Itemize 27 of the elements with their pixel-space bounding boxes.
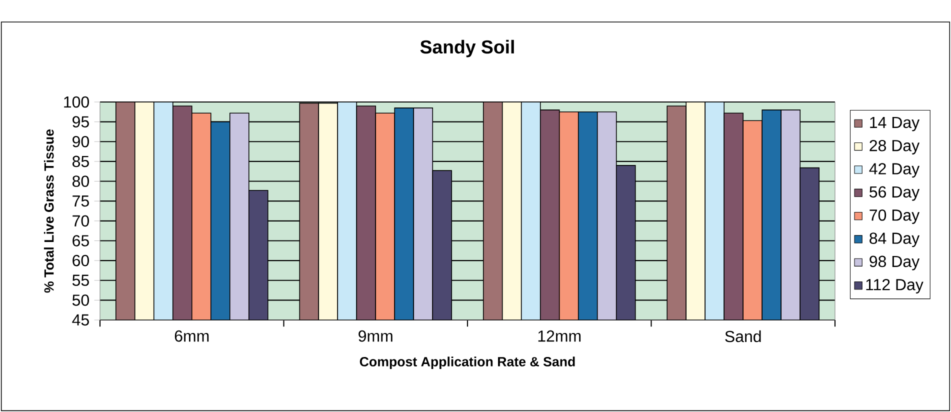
legend-label: 56 Day xyxy=(870,186,920,201)
legend-label: 28 Day xyxy=(870,140,920,154)
y-tick-label: 75 xyxy=(72,196,89,207)
legend-label: 42 Day xyxy=(869,163,920,178)
y-tick-label: 55 xyxy=(72,274,89,286)
y-tick-label: 90 xyxy=(72,136,89,148)
y-tick-label: 45 xyxy=(72,314,89,326)
legend-label: 70 Day xyxy=(870,209,920,224)
y-tick-label: 80 xyxy=(72,176,89,187)
x-tick-label: 9mm xyxy=(358,330,392,342)
y-tick-label: 85 xyxy=(72,156,89,168)
x-tick-label: 6mm xyxy=(174,330,209,342)
x-axis-title: Compost Application Rate & Sand xyxy=(360,356,575,370)
x-tick-label: Sand xyxy=(725,330,761,342)
y-tick-label: 65 xyxy=(72,235,89,246)
y-tick-label: 70 xyxy=(72,215,89,227)
y-axis-title: % Total Live Grass Tissue xyxy=(44,129,54,293)
x-tick-label: 12mm xyxy=(538,330,581,342)
y-tick-label: 50 xyxy=(72,294,89,306)
legend-label: 84 Day xyxy=(870,232,920,248)
y-tick-label: 60 xyxy=(72,254,89,266)
y-tick-label: 95 xyxy=(72,116,89,128)
legend-label: 112 Day xyxy=(866,278,924,294)
y-tick-label: 100 xyxy=(64,96,89,108)
chart-title: Sandy Soil xyxy=(420,40,514,58)
legend-label: 14 Day xyxy=(870,116,920,132)
legend-label: 98 Day xyxy=(870,256,920,270)
